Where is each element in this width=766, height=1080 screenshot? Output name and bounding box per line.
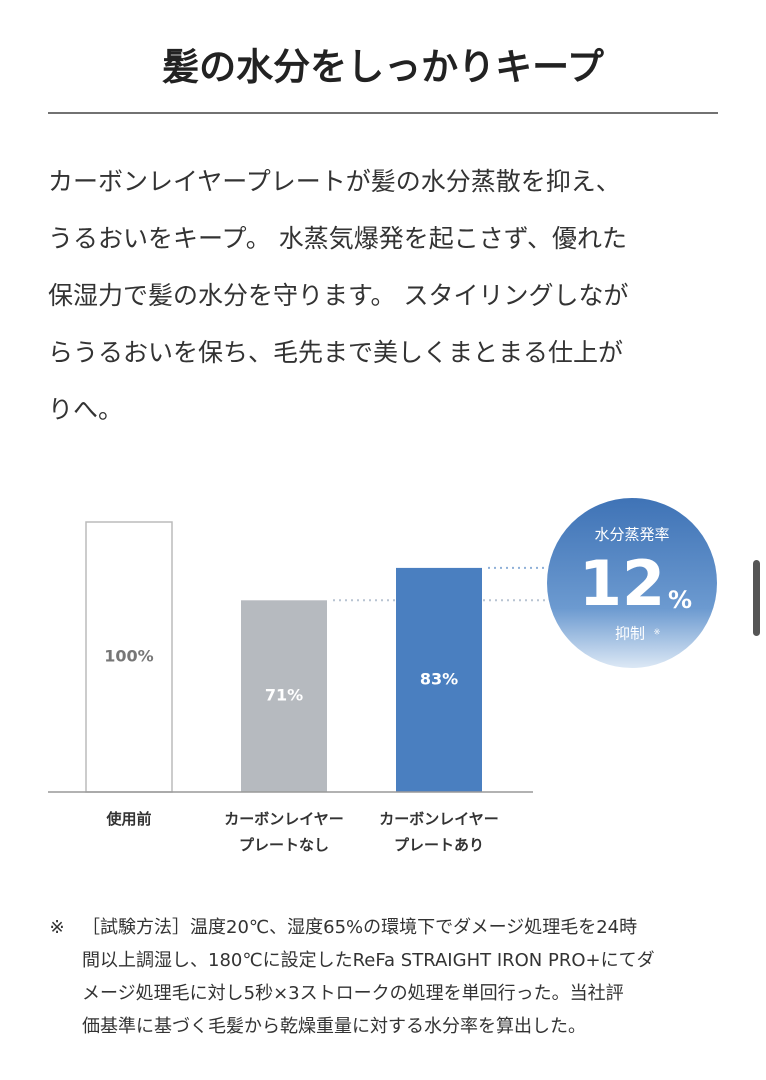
description: カーボンレイヤープレートが髪の水分蒸散を抑え、うるおいをキープ。 水蒸気爆発を起…: [48, 167, 628, 424]
value-label: 71%: [265, 686, 303, 705]
value-label: 100%: [104, 647, 153, 666]
description-line: らうるおいを保ち、毛先まで美しくまとまる仕上が: [48, 338, 623, 367]
description-line: りへ。: [48, 395, 123, 424]
bar: [396, 567, 482, 792]
badge: 水分蒸発率 12 % 抑制 ※: [547, 498, 717, 668]
x-tick-label: 使用前: [106, 810, 152, 828]
badge-note: 抑制: [615, 625, 645, 643]
description-line: カーボンレイヤープレートが髪の水分蒸散を抑え、: [48, 167, 621, 196]
x-tick-label: カーボンレイヤープレートあり: [379, 810, 499, 854]
description-line: うるおいをキープ。 水蒸気爆発を起こさず、優れた: [48, 224, 627, 253]
chart: 100% 使用前 71% カーボンレイヤープレートなし 83% カーボンレイヤープレートあ…: [48, 521, 548, 854]
badge-value: 12: [579, 547, 665, 620]
description-line: 保湿力で髪の水分を守ります。 スタイリングしなが: [48, 281, 628, 310]
page-title: 髪の水分をしっかりキープ: [162, 45, 604, 89]
badge-title: 水分蒸発率: [594, 526, 669, 544]
category-box: 使用前: [106, 810, 152, 828]
footnote-line: メージ処理毛に対し5秒×3ストロークの処理を単回行った。当社評: [82, 983, 624, 1004]
category-box: カーボンレイヤープレートなし: [224, 810, 344, 854]
footnote: ［試験方法］温度20℃、湿度65%の環境下でダメージ処理毛を24時間以上調湿し、…: [82, 917, 655, 1037]
value-label: 83%: [420, 669, 458, 688]
footnote-line: ［試験方法］温度20℃、湿度65%の環境下でダメージ処理毛を24時: [82, 917, 637, 938]
footnote-line: 価基準に基づく毛髪から乾燥重量に対する水分率を算出した。: [82, 1015, 586, 1037]
footnote-mark: ※: [49, 917, 64, 938]
x-tick-label: カーボンレイヤープレートなし: [224, 810, 344, 854]
badge-unit: %: [668, 586, 692, 614]
scrollbar[interactable]: [753, 560, 760, 636]
badge-circle: [547, 498, 717, 668]
footnote-line: 間以上調湿し、180℃に設定したReFa STRAIGHT IRON PRO+に…: [82, 950, 655, 971]
badge-mark: ※: [654, 628, 661, 637]
category-box: カーボンレイヤープレートあり: [379, 810, 499, 854]
bar: [241, 600, 327, 792]
